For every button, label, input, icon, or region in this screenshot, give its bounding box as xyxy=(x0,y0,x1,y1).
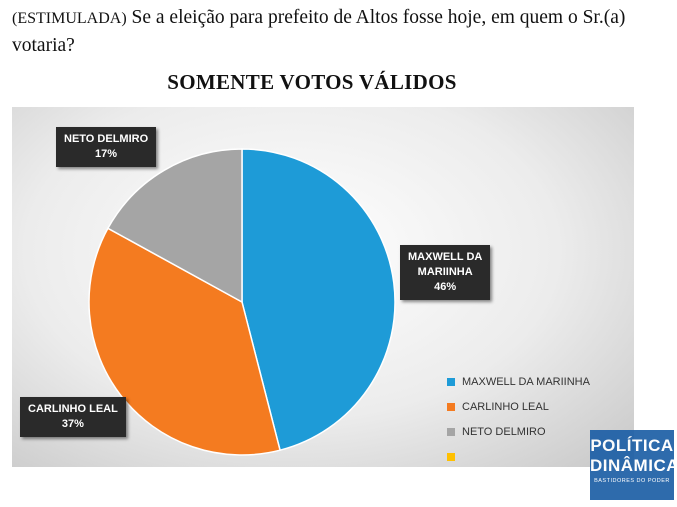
legend-swatch xyxy=(447,402,455,411)
question-prefix: (ESTIMULADA) xyxy=(12,10,127,27)
pie-slice-neto-delmiro xyxy=(106,148,243,304)
label-carlinho: CARLINHO LEAL 37% xyxy=(20,397,126,437)
pie-slice-carlinho-leal xyxy=(88,227,281,456)
legend-swatch xyxy=(447,452,455,461)
chart-panel: MAXWELL DA MARIINHA 46% CARLINHO LEAL 37… xyxy=(12,107,634,467)
logo-line1: POLÍTICA xyxy=(590,436,674,455)
legend-label: MAXWELL DA MARIINHA xyxy=(462,375,590,388)
legend-swatch xyxy=(447,427,455,436)
label-neto-line1: NETO DELMIRO xyxy=(64,133,149,145)
pie-slice-maxwell-da-mariinha xyxy=(241,148,396,452)
label-neto-value: 17% xyxy=(95,148,118,160)
label-neto: NETO DELMIRO 17% xyxy=(56,127,157,167)
legend-label: NETO DELMIRO xyxy=(462,425,546,438)
logo-tagline: BASTIDORES DO PODER xyxy=(594,478,670,484)
pie-chart xyxy=(88,148,396,456)
logo-line2: DINÂMICA xyxy=(590,456,677,475)
label-maxwell: MAXWELL DA MARIINHA 46% xyxy=(400,245,491,300)
chart-legend: MAXWELL DA MARIINHA CARLINHO LEAL NETO D… xyxy=(447,369,590,469)
legend-item: NETO DELMIRO xyxy=(447,419,590,444)
survey-question: (ESTIMULADA) Se a eleição para prefeito … xyxy=(12,4,667,59)
label-maxwell-line1: MAXWELL DA xyxy=(408,251,483,263)
label-maxwell-value: 46% xyxy=(434,281,457,293)
label-carlinho-value: 37% xyxy=(61,418,84,430)
politica-dinamica-logo: POLÍTICA DINÂMICA BASTIDORES DO PODER xyxy=(590,430,677,500)
legend-label: CARLINHO LEAL xyxy=(462,400,549,413)
legend-swatch xyxy=(447,377,455,386)
legend-item: MAXWELL DA MARIINHA xyxy=(447,369,590,394)
legend-item xyxy=(447,444,590,469)
legend-item: CARLINHO LEAL xyxy=(447,394,590,419)
label-carlinho-line1: CARLINHO LEAL xyxy=(28,403,118,415)
chart-title: SOMENTE VOTOS VÁLIDOS xyxy=(167,70,457,94)
question-text: Se a eleição para prefeito de Altos foss… xyxy=(12,7,626,56)
label-maxwell-line2: MARIINHA xyxy=(417,266,473,278)
